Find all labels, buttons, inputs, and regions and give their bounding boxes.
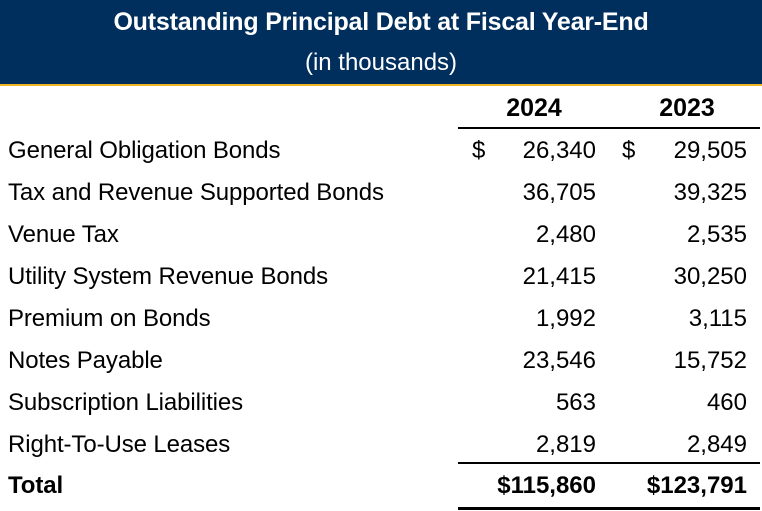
value-2024: 1,992 <box>535 305 596 332</box>
currency-symbol: $ <box>472 137 486 164</box>
value-2023: 2,849 <box>686 431 747 458</box>
table-row: Utility System Revenue Bonds 21,415 30,2… <box>0 256 762 298</box>
total-2024: $115,860 <box>497 472 596 499</box>
total-label: Total <box>8 472 64 499</box>
column-header-2023: 2023 <box>659 94 715 122</box>
table-row: Venue Tax 2,480 2,535 <box>0 214 762 256</box>
value-2024: 26,340 <box>522 137 596 164</box>
table-row: Tax and Revenue Supported Bonds 36,705 3… <box>0 172 762 214</box>
table-title: Outstanding Principal Debt at Fiscal Yea… <box>113 8 649 36</box>
value-2023: 39,325 <box>673 179 747 206</box>
value-2023: 15,752 <box>673 347 747 374</box>
row-label: General Obligation Bonds <box>8 137 281 164</box>
row-label: Venue Tax <box>8 221 119 248</box>
total-bottom-rule <box>458 507 760 510</box>
table-row: Notes Payable 23,546 15,752 <box>0 340 762 382</box>
currency-symbol: $ <box>622 137 636 164</box>
value-2023: 460 <box>706 389 747 416</box>
value-2023: 30,250 <box>673 263 747 290</box>
value-2024: 2,819 <box>535 431 596 458</box>
value-2024: 36,705 <box>522 179 596 206</box>
table-row: Right-To-Use Leases 2,819 2,849 <box>0 424 762 466</box>
table-subtitle: (in thousands) <box>304 49 458 76</box>
row-label: Notes Payable <box>8 347 163 374</box>
header-underline <box>458 127 760 129</box>
row-label: Premium on Bonds <box>8 305 211 332</box>
table-row: Subscription Liabilities 563 460 <box>0 382 762 424</box>
total-2023: $123,791 <box>646 472 747 499</box>
total-top-rule <box>458 462 760 464</box>
title-banner: Outstanding Principal Debt at Fiscal Yea… <box>0 0 762 86</box>
value-2024: 21,415 <box>522 263 596 290</box>
value-2023: 3,115 <box>688 305 747 332</box>
row-label: Utility System Revenue Bonds <box>8 263 329 290</box>
table-row: General Obligation Bonds $ 26,340 $ 29,5… <box>0 130 762 172</box>
value-2024: 2,480 <box>535 221 596 248</box>
row-label: Tax and Revenue Supported Bonds <box>8 179 384 206</box>
table-row: Premium on Bonds 1,992 3,115 <box>0 298 762 340</box>
value-2023: 29,505 <box>673 137 747 164</box>
value-2024: 563 <box>555 389 596 416</box>
value-2023: 2,535 <box>686 221 747 248</box>
total-row: Total $115,860 $123,791 <box>0 465 762 507</box>
value-2024: 23,546 <box>522 347 596 374</box>
row-label: Subscription Liabilities <box>8 389 244 416</box>
row-label: Right-To-Use Leases <box>8 431 231 458</box>
column-header-2024: 2024 <box>506 94 562 122</box>
